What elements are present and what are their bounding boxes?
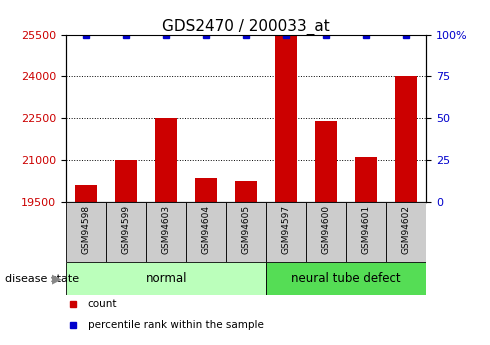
Text: GSM94599: GSM94599 xyxy=(122,205,131,254)
Bar xyxy=(306,202,346,262)
Text: neural tube defect: neural tube defect xyxy=(292,272,401,285)
Bar xyxy=(195,178,217,202)
Bar xyxy=(226,202,266,262)
Bar xyxy=(315,121,337,202)
Text: GSM94598: GSM94598 xyxy=(82,205,91,254)
Text: GSM94597: GSM94597 xyxy=(282,205,291,254)
Text: GSM94600: GSM94600 xyxy=(322,205,331,254)
Bar xyxy=(66,202,106,262)
Bar xyxy=(106,202,146,262)
Text: disease state: disease state xyxy=(5,274,79,284)
Text: normal: normal xyxy=(146,272,187,285)
Bar xyxy=(66,262,266,295)
Bar xyxy=(115,160,137,202)
Text: count: count xyxy=(88,299,117,309)
Text: GSM94604: GSM94604 xyxy=(202,205,211,254)
Text: percentile rank within the sample: percentile rank within the sample xyxy=(88,320,264,330)
Bar xyxy=(266,262,426,295)
Bar xyxy=(186,202,226,262)
Bar xyxy=(235,181,257,202)
Title: GDS2470 / 200033_at: GDS2470 / 200033_at xyxy=(162,18,330,34)
Text: GSM94601: GSM94601 xyxy=(362,205,371,254)
Bar xyxy=(355,157,377,202)
Bar xyxy=(146,202,186,262)
Bar xyxy=(395,76,417,202)
Text: GSM94605: GSM94605 xyxy=(242,205,251,254)
Bar xyxy=(386,202,426,262)
Bar xyxy=(75,185,97,202)
Text: GSM94603: GSM94603 xyxy=(162,205,171,254)
Bar xyxy=(266,202,306,262)
Bar xyxy=(346,202,386,262)
Text: GSM94602: GSM94602 xyxy=(402,205,411,254)
Text: ▶: ▶ xyxy=(51,272,61,285)
Bar xyxy=(275,34,297,202)
Bar xyxy=(155,118,177,202)
